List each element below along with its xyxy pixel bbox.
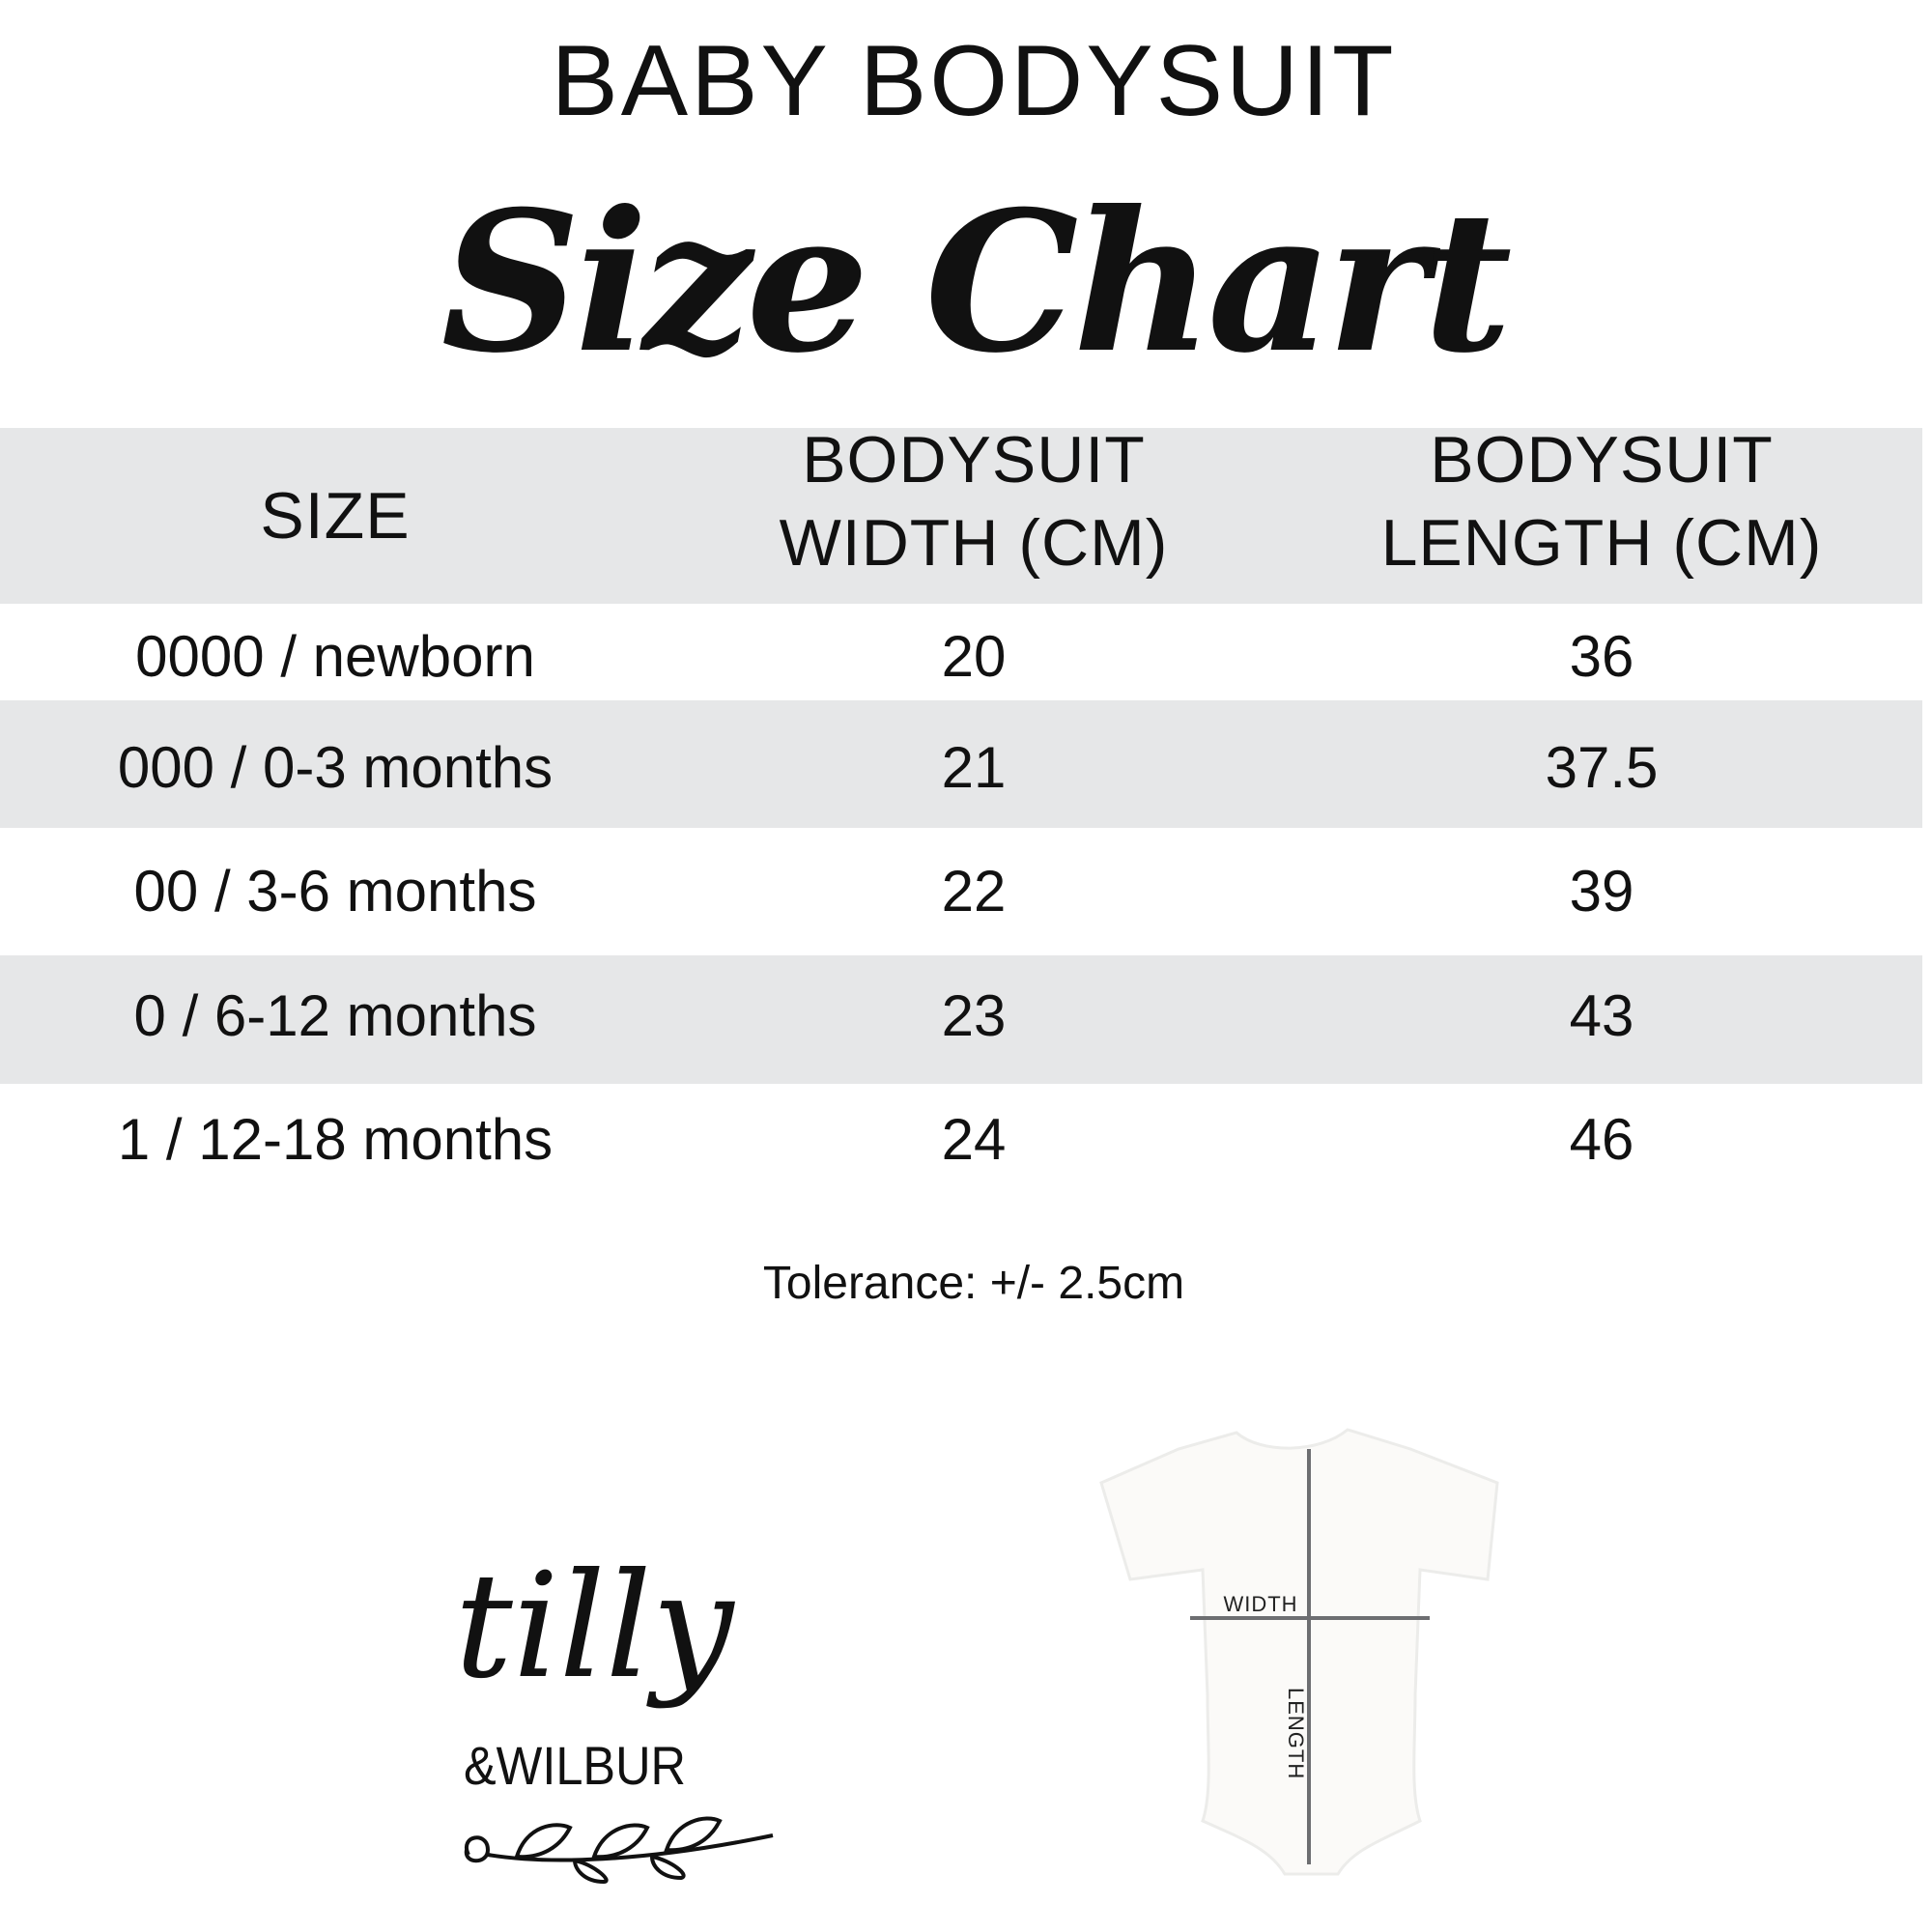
length-cell: 43 [1569,983,1634,1048]
bodysuit-diagram: WIDTH LENGTH [1092,1425,1536,1884]
size-cell: 0 / 6-12 months [133,983,537,1048]
size-cell: 00 / 3-6 months [133,859,537,923]
header-length-line1: BODYSUIT [1430,423,1774,497]
length-cell: 39 [1569,859,1634,923]
page-title: BABY BODYSUIT [551,25,1397,137]
logo-text-tilly: tilly [455,1543,736,1711]
length-cell: 46 [1569,1107,1634,1172]
header-width-line1: BODYSUIT [802,423,1146,497]
size-cell: 000 / 0-3 months [117,735,554,800]
length-cell: 36 [1569,624,1634,689]
row-band [0,700,1922,828]
header-length-line2: LENGTH (CM) [1380,506,1823,580]
size-cell: 1 / 12-18 months [117,1107,554,1172]
bodysuit-icon [1099,1428,1499,1876]
page-subtitle: Size Chart [440,169,1513,396]
width-cell: 22 [941,859,1007,923]
width-cell: 24 [941,1107,1007,1172]
size-cell: 0000 / newborn [135,624,535,689]
header-size: SIZE [260,479,411,553]
width-cell: 23 [941,983,1007,1048]
width-label: WIDTH [1223,1592,1297,1616]
width-cell: 21 [941,735,1007,800]
width-cell: 20 [941,624,1007,689]
row-band [0,955,1922,1084]
leaf-branch-icon [464,1816,774,1885]
logo-text-wilbur: &WILBUR [464,1735,686,1796]
header-width-line2: WIDTH (CM) [779,506,1169,580]
tolerance-note: Tolerance: +/- 2.5cm [762,1258,1185,1309]
table-header-band [0,428,1922,604]
length-cell: 37.5 [1545,735,1659,800]
brand-logo: tilly &WILBUR [449,1531,782,1893]
length-label: LENGTH [1284,1688,1308,1779]
